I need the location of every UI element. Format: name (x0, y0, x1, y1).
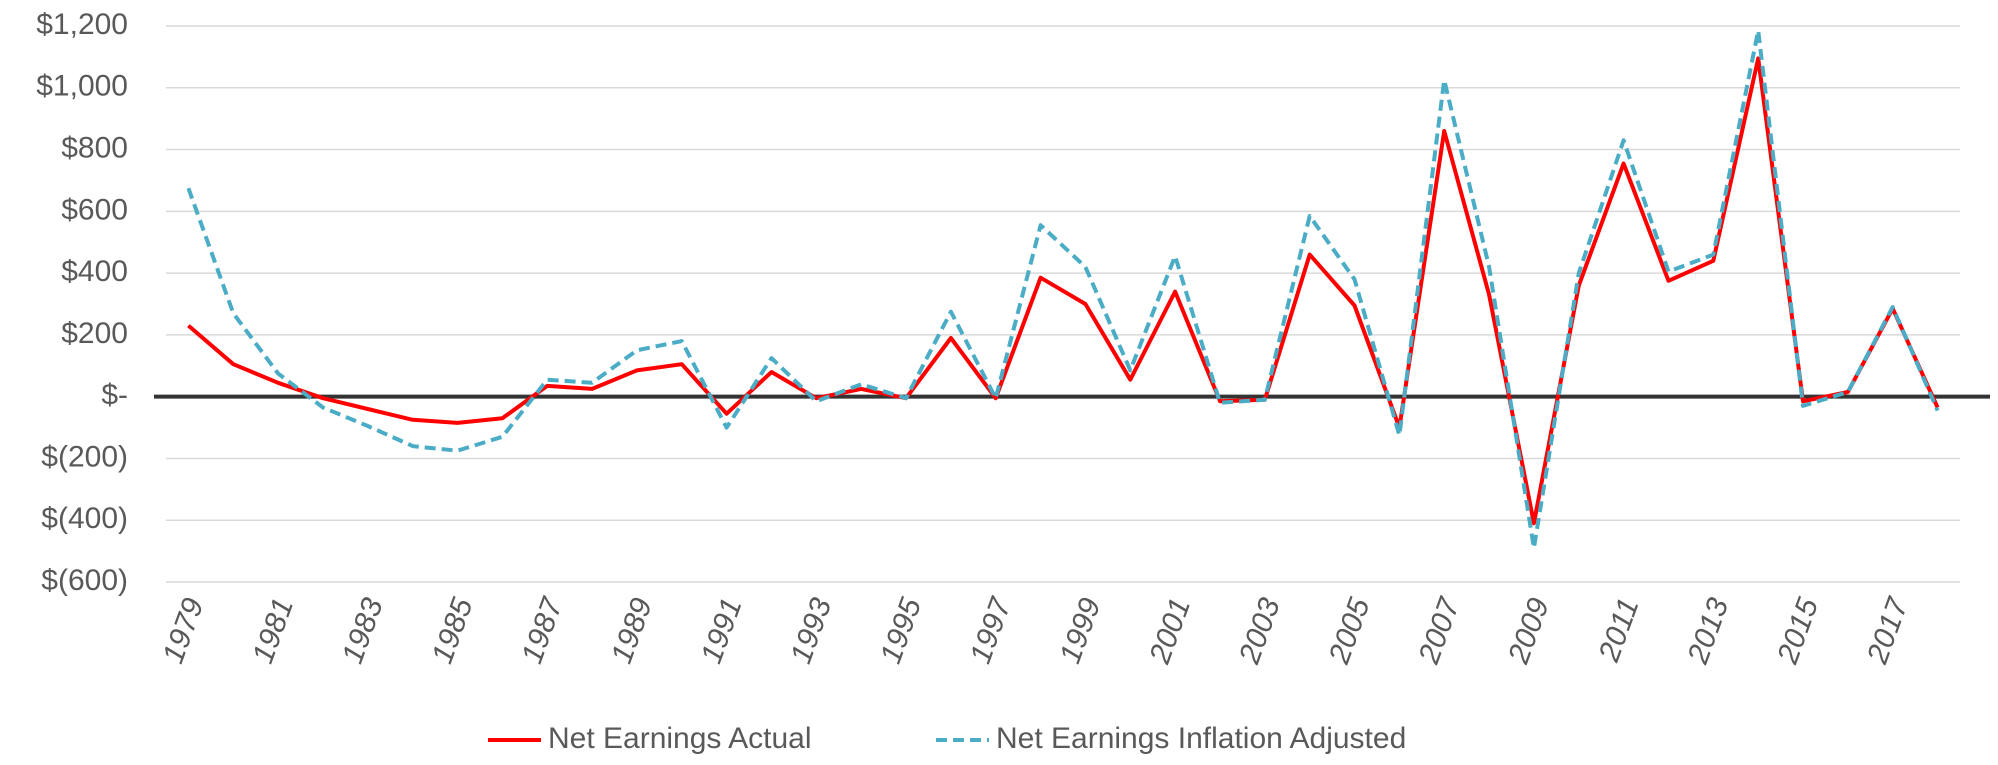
y-tick-label: $800 (61, 131, 128, 164)
x-tick-label: 1989 (605, 594, 659, 668)
y-tick-label: $(600) (41, 564, 128, 597)
x-tick-label: 2005 (1322, 594, 1376, 669)
legend-label: Net Earnings Actual (548, 722, 811, 755)
x-tick-label: 1991 (695, 594, 749, 668)
x-tick-label: 1995 (874, 594, 928, 668)
x-tick-label: 1983 (336, 594, 390, 668)
legend-label: Net Earnings Inflation Adjusted (996, 722, 1406, 755)
y-tick-label: $1,000 (36, 70, 128, 103)
y-tick-label: $(200) (41, 440, 128, 473)
x-tick-label: 2009 (1502, 594, 1556, 669)
x-tick-label: 2011 (1592, 594, 1645, 667)
x-tick-label: 2015 (1771, 594, 1825, 669)
x-tick-label: 2001 (1143, 594, 1197, 669)
x-tick-label: 1993 (785, 594, 839, 668)
x-tick-label: 1999 (1054, 594, 1108, 668)
x-tick-label: 2017 (1861, 593, 1916, 669)
x-tick-label: 2013 (1681, 594, 1735, 669)
x-tick-label: 2003 (1233, 594, 1287, 669)
x-tick-label: 1981 (246, 594, 300, 668)
x-tick-label: 1985 (426, 594, 480, 668)
x-tick-label: 2007 (1412, 593, 1467, 669)
series-line (187, 56, 1940, 526)
x-tick-label: 1979 (157, 594, 211, 668)
y-tick-label: $200 (61, 317, 128, 350)
x-tick-label: 1997 (964, 593, 1018, 668)
y-tick-label: $- (101, 379, 128, 412)
y-tick-label: $(400) (41, 502, 128, 535)
y-tick-label: $400 (61, 255, 128, 288)
x-tick-label: 1987 (515, 593, 569, 668)
series-line (186, 28, 1940, 550)
y-tick-label: $1,200 (36, 8, 128, 41)
y-tick-label: $600 (61, 193, 128, 226)
